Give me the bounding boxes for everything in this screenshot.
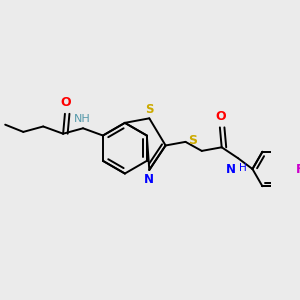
- Text: H: H: [239, 163, 247, 173]
- Text: N: N: [144, 172, 154, 186]
- Text: S: S: [145, 103, 154, 116]
- Text: N: N: [226, 163, 236, 176]
- Text: F: F: [296, 163, 300, 176]
- Text: O: O: [215, 110, 226, 123]
- Text: O: O: [61, 96, 71, 109]
- Text: NH: NH: [74, 114, 91, 124]
- Text: S: S: [188, 134, 197, 148]
